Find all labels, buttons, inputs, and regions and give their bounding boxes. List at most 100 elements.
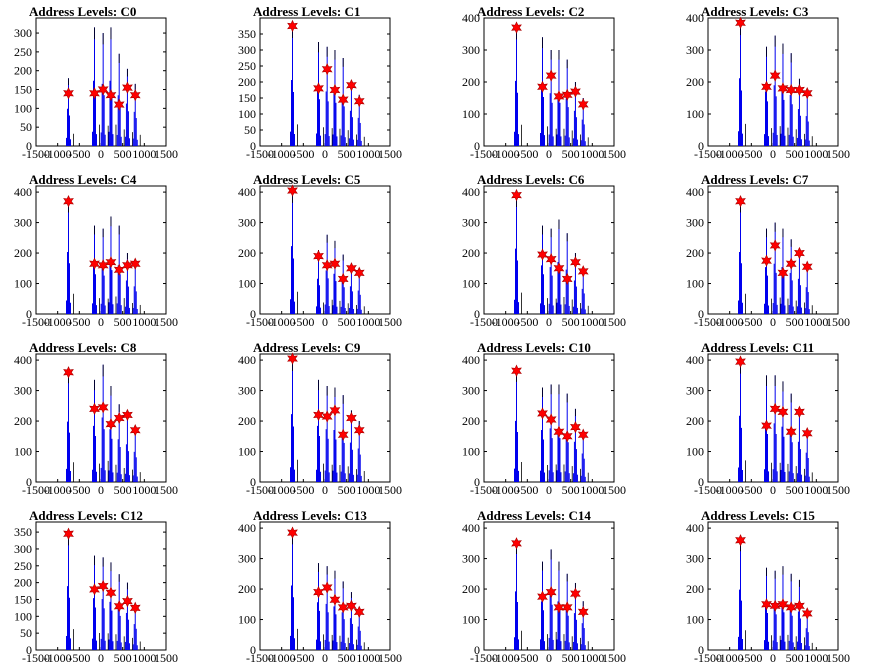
x-tick-label: -1500: [470, 483, 498, 497]
chart-panel: Address Levels: C2 0 100 200 300 400 -1500-100…: [462, 4, 626, 161]
x-tick-label: 500: [562, 483, 580, 497]
y-tick-label: 0: [698, 307, 704, 321]
y-tick-label: 100: [238, 107, 256, 121]
y-tick-label: 400: [686, 11, 704, 25]
y-tick-label: 250: [14, 559, 32, 573]
plot-frame: [483, 17, 615, 147]
x-tick-label: 500: [114, 651, 132, 665]
y-tick-label: 300: [686, 216, 704, 230]
y-tick-label: 100: [238, 445, 256, 459]
x-tick-label: 0: [98, 147, 104, 161]
level-marker: [337, 601, 349, 614]
level-marker: [537, 590, 548, 603]
x-tick-label: 1000: [356, 483, 380, 497]
level-marker: [545, 252, 557, 266]
chart-panel: Address Levels: C12 0 50 100 150 200 250 300 350…: [14, 508, 178, 665]
y-tick-label: 0: [250, 307, 256, 321]
x-tick-label: 1500: [602, 483, 626, 497]
x-tick-label: -1500: [22, 315, 50, 329]
x-tick-label: 500: [786, 147, 804, 161]
y-tick-label: 0: [474, 475, 480, 489]
plot-frame: [35, 185, 167, 315]
x-tick-label: 1000: [132, 315, 156, 329]
y-tick-label: 100: [462, 613, 480, 627]
x-tick-label: -1500: [246, 651, 274, 665]
chart-title: Address Levels: C2: [477, 4, 584, 19]
plot-frame: [35, 353, 167, 483]
x-tick-label: -1500: [246, 147, 274, 161]
x-tick-label: 1500: [826, 315, 850, 329]
y-tick-label: 300: [14, 216, 32, 230]
x-tick-label: -500: [740, 147, 762, 161]
x-tick-label: -1000: [716, 315, 744, 329]
y-tick-label: 300: [238, 43, 256, 57]
level-marker: [761, 598, 772, 611]
level-marker: [313, 82, 324, 95]
x-tick-label: -1000: [492, 315, 520, 329]
y-tick-label: 150: [14, 83, 32, 97]
y-tick-label: 100: [238, 277, 256, 291]
level-marker: [794, 599, 805, 613]
level-marker: [105, 586, 117, 599]
x-tick-label: -1500: [470, 315, 498, 329]
chart-panel: Address Levels: C9 0 100 200 300 400 -1500-100…: [238, 340, 402, 497]
level-marker: [122, 408, 133, 422]
x-tick-label: 1500: [602, 651, 626, 665]
y-tick-label: 350: [14, 525, 32, 539]
x-tick-label: 500: [114, 483, 132, 497]
x-tick-label: 0: [770, 483, 776, 497]
x-tick-label: -1500: [22, 651, 50, 665]
y-tick-label: 100: [14, 101, 32, 115]
y-tick-label: 0: [474, 139, 480, 153]
x-tick-label: 1500: [154, 315, 178, 329]
y-tick-label: 200: [462, 75, 480, 89]
x-tick-label: 0: [322, 651, 328, 665]
level-marker: [761, 419, 772, 432]
chart-panel: Address Levels: C10 0 100 200 300 400 -1500-10…: [462, 340, 626, 497]
y-tick-label: 400: [14, 185, 32, 199]
level-marker: [129, 601, 141, 615]
x-tick-label: -500: [292, 147, 314, 161]
level-marker: [129, 423, 141, 437]
x-tick-label: 1500: [378, 651, 402, 665]
plot-frame: [707, 521, 839, 651]
level-marker: [511, 364, 522, 377]
x-tick-label: -1500: [694, 651, 722, 665]
x-tick-label: 0: [98, 315, 104, 329]
x-tick-label: 1500: [826, 483, 850, 497]
level-marker: [287, 19, 298, 33]
y-tick-label: 200: [14, 64, 32, 78]
x-tick-label: -500: [68, 147, 90, 161]
level-marker: [113, 411, 125, 425]
y-tick-label: 400: [686, 185, 704, 199]
y-tick-label: 300: [686, 43, 704, 57]
y-tick-label: 100: [462, 107, 480, 121]
x-tick-label: -500: [516, 483, 538, 497]
y-tick-label: 200: [686, 75, 704, 89]
x-tick-label: -1000: [716, 483, 744, 497]
x-tick-label: -500: [740, 651, 762, 665]
x-tick-label: 1500: [378, 147, 402, 161]
level-marker: [570, 587, 581, 600]
chart-title: Address Levels: C3: [701, 4, 809, 19]
level-marker: [561, 272, 573, 286]
x-tick-label: -1000: [268, 651, 296, 665]
x-tick-label: -1500: [470, 651, 498, 665]
level-marker: [353, 94, 365, 108]
level-marker: [89, 583, 100, 596]
y-tick-label: 300: [462, 384, 480, 398]
y-tick-label: 0: [26, 643, 32, 657]
y-tick-label: 50: [20, 626, 32, 640]
level-marker: [287, 184, 298, 197]
y-tick-label: 250: [238, 59, 256, 73]
x-tick-label: -1000: [716, 147, 744, 161]
chart-panel: Address Levels: C13 0 100 200 300 400 -1500-10…: [238, 508, 402, 665]
y-tick-label: 200: [14, 414, 32, 428]
x-tick-label: -1000: [268, 147, 296, 161]
plot-frame: [707, 185, 839, 315]
x-tick-label: 500: [114, 147, 132, 161]
y-tick-label: 300: [14, 26, 32, 40]
level-marker: [794, 246, 805, 260]
x-tick-label: 1500: [154, 483, 178, 497]
chart-panel: Address Levels: C5 0 100 200 300 400 -1500-100…: [238, 172, 402, 329]
